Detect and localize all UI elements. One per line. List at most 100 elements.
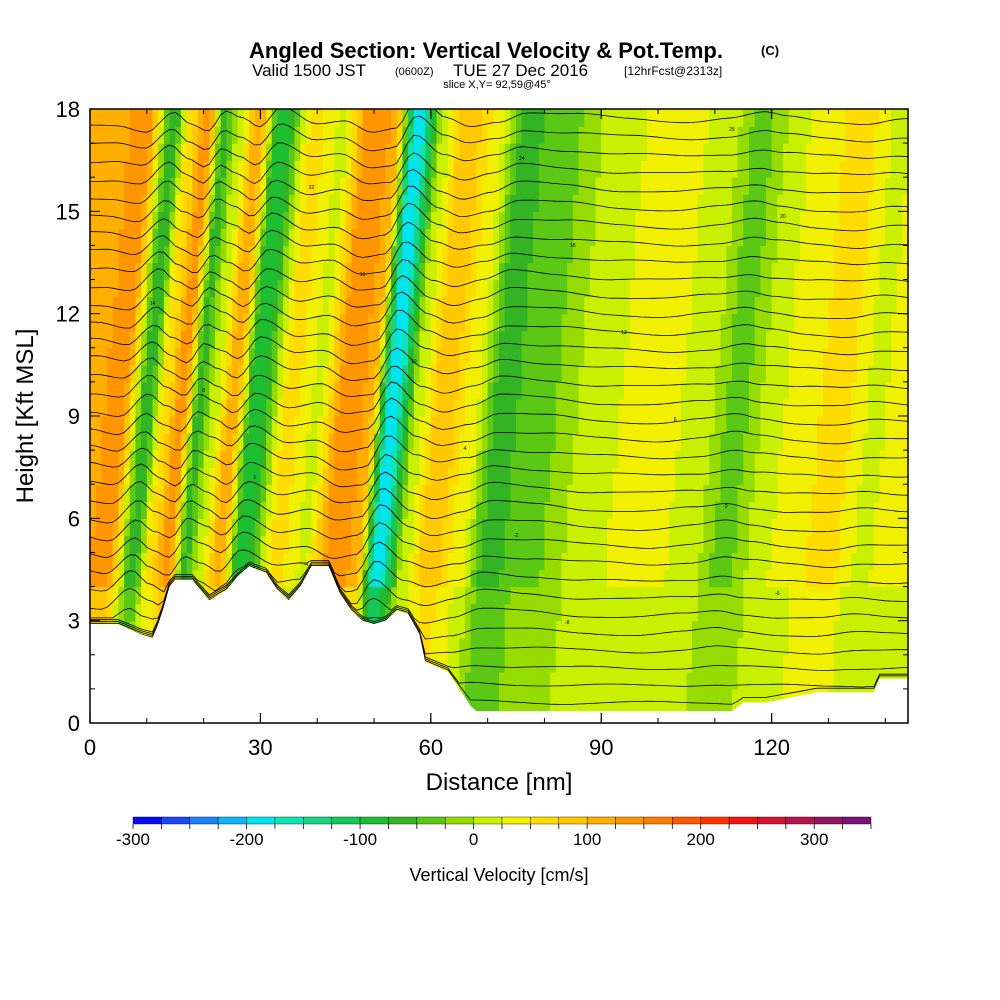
velocity-cell-1393 xyxy=(641,552,648,571)
velocity-cell-3901 xyxy=(163,245,171,264)
velocity-cell-2263 xyxy=(675,450,682,468)
velocity-cell-4979 xyxy=(561,126,568,144)
velocity-cell-1664 xyxy=(544,518,551,536)
velocity-cell-3544 xyxy=(589,296,597,315)
velocity-cell-1833 xyxy=(686,501,693,519)
velocity-cell-1466 xyxy=(237,535,244,554)
velocity-cell-2822 xyxy=(578,381,585,400)
velocity-cell-1141 xyxy=(845,586,852,605)
velocity-cell-3344 xyxy=(271,313,279,332)
velocity-cell-2244 xyxy=(567,450,574,468)
velocity-cell-916 xyxy=(385,603,392,622)
velocity-cell-2704 xyxy=(726,398,733,417)
velocity-cell-4797 xyxy=(345,143,352,161)
velocity-cell-3996 xyxy=(703,245,710,264)
velocity-cell-2436 xyxy=(839,433,847,451)
velocity-cell-1288 xyxy=(862,569,869,588)
velocity-cell-2131 xyxy=(743,467,750,485)
velocity-cell-3284 xyxy=(748,330,756,349)
velocity-cell-4907 xyxy=(152,126,159,144)
velocity-cell-1175 xyxy=(220,569,227,588)
velocity-cell-1086 xyxy=(533,586,540,605)
velocity-cell-2400 xyxy=(635,433,642,451)
velocity-cell-3988 xyxy=(658,245,665,264)
velocity-cell-4282 xyxy=(692,211,699,229)
velocity-cell-367 xyxy=(538,671,546,690)
velocity-cell-4477 xyxy=(163,177,171,195)
velocity-cell-2181 xyxy=(209,450,216,468)
velocity-cell-2357 xyxy=(391,433,398,451)
velocity-cell-1795 xyxy=(470,501,477,519)
velocity-cell-3873 xyxy=(822,262,830,281)
velocity-cell-643 xyxy=(470,637,477,656)
velocity-cell-4116 xyxy=(567,228,574,247)
velocity-cell-1805 xyxy=(527,501,534,519)
velocity-cell-2462 xyxy=(169,416,176,434)
velocity-cell-4014 xyxy=(805,245,813,264)
velocity-cell-1800 xyxy=(499,501,506,519)
velocity-cell-3647 xyxy=(356,279,364,298)
velocity-cell-2153 xyxy=(868,467,875,485)
velocity-cell-1379 xyxy=(561,552,568,571)
velocity-cell-4881 xyxy=(822,143,830,161)
velocity-cell-2096 xyxy=(544,467,551,485)
velocity-cell-1931 xyxy=(425,484,432,502)
velocity-cell-4704 xyxy=(635,160,642,178)
velocity-cell-2425 xyxy=(777,433,784,451)
velocity-cell-2555 xyxy=(697,416,705,434)
velocity-cell-4745 xyxy=(868,160,875,178)
velocity-cell-3221 xyxy=(391,330,398,349)
velocity-cell-3389 xyxy=(527,313,534,332)
velocity-cell-3726 xyxy=(805,279,813,298)
velocity-cell-2098 xyxy=(555,467,563,485)
velocity-cell-1583 xyxy=(902,535,908,554)
velocity-cell-1274 xyxy=(783,569,790,588)
velocity-cell-1278 xyxy=(805,569,813,588)
velocity-cell-1893 xyxy=(209,484,216,502)
velocity-cell-4754 xyxy=(101,143,108,161)
velocity-cell-4029 xyxy=(890,245,898,264)
velocity-cell-1987 xyxy=(743,484,750,502)
velocity-cell-3279 xyxy=(720,330,727,349)
velocity-cell-2017 xyxy=(95,467,102,485)
velocity-cell-2733 xyxy=(890,398,898,417)
velocity-cell-1511 xyxy=(493,535,500,554)
velocity-cell-2949 xyxy=(481,364,489,383)
velocity-cell-4508 xyxy=(339,177,347,195)
velocity-cell-2014 xyxy=(896,484,903,502)
velocity-cell-3454 xyxy=(896,313,903,332)
velocity-cell-3652 xyxy=(385,279,392,298)
velocity-cell-4868 xyxy=(748,143,756,161)
velocity-cell-1845 xyxy=(754,501,761,519)
velocity-cell-3596 xyxy=(885,296,892,315)
velocity-cell-1662 xyxy=(533,518,540,536)
velocity-cell-2971 xyxy=(606,364,614,383)
velocity-cell-2290 xyxy=(828,450,835,468)
velocity-cell-2927 xyxy=(356,364,364,383)
velocity-cell-4468 xyxy=(112,177,119,195)
velocity-cell-1759 xyxy=(266,501,273,519)
velocity-cell-4015 xyxy=(811,245,818,264)
velocity-cell-2597 xyxy=(118,398,125,417)
velocity-cell-1277 xyxy=(800,569,807,588)
velocity-cell-2766 xyxy=(260,381,267,400)
velocity-cell-4216 xyxy=(317,211,324,229)
velocity-cell-2937 xyxy=(413,364,421,383)
velocity-cell-2024 xyxy=(135,467,142,485)
velocity-cell-1554 xyxy=(737,535,744,554)
velocity-cell-3151 xyxy=(811,347,818,366)
velocity-cell-4821 xyxy=(481,143,489,161)
velocity-cell-1303 xyxy=(129,552,137,571)
velocity-cell-2006 xyxy=(851,484,858,502)
velocity-cell-2443 xyxy=(879,433,886,451)
velocity-cell-2863 xyxy=(811,381,818,400)
velocity-cell-2601 xyxy=(141,398,148,417)
velocity-cell-1639 xyxy=(402,518,409,536)
velocity-cell-3099 xyxy=(516,347,523,366)
velocity-cell-4834 xyxy=(555,143,563,161)
velocity-cell-1451 xyxy=(152,535,159,554)
velocity-cell-2698 xyxy=(692,398,699,417)
velocity-cell-3138 xyxy=(737,347,744,366)
velocity-cell-4214 xyxy=(305,211,313,229)
velocity-cell-1666 xyxy=(555,518,563,536)
